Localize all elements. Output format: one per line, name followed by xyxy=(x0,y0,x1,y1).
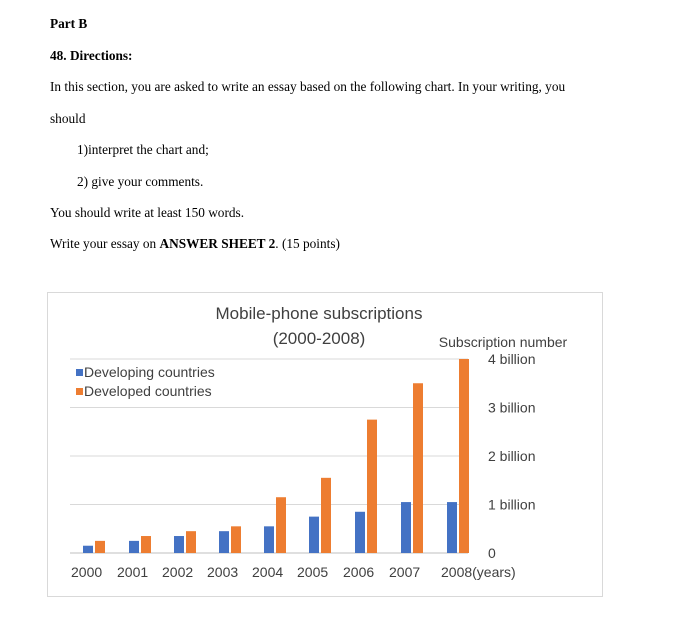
bar-developing xyxy=(174,536,184,553)
y-tick-label: 1 billion xyxy=(488,497,535,513)
bar-developed xyxy=(413,383,423,553)
bar-developing xyxy=(129,540,139,553)
bar-developed xyxy=(231,526,241,553)
bar-developing xyxy=(447,502,457,553)
bar-developed xyxy=(186,531,196,553)
x-tick-labels: 2000 2001 2002 2003 2004 2005 2006 2007 2008(yea… xyxy=(71,564,516,580)
subscriptions-chart: Mobile-phone subscriptions (2000-2008) S… xyxy=(47,292,603,597)
question-heading: 48. Directions: xyxy=(50,48,133,63)
y-tick-label: 2 billion xyxy=(488,448,535,464)
x-tick-label: 2004 xyxy=(252,564,283,580)
bar-developing xyxy=(355,511,365,553)
bar-developed xyxy=(459,359,469,553)
chart-subtitle: (2000-2008) xyxy=(273,329,366,348)
bar-developed xyxy=(276,497,286,553)
instruction-line-1: In this section, you are asked to write … xyxy=(50,79,566,94)
x-tick-label: 2005 xyxy=(297,564,328,580)
answer-sheet-name: ANSWER SHEET 2 xyxy=(159,236,276,251)
x-tick-label: 2008(years) xyxy=(441,564,516,580)
legend-label-developed: Developed countries xyxy=(84,383,212,399)
legend-swatch-developed xyxy=(76,388,83,395)
x-tick-label: 2003 xyxy=(207,564,238,580)
bar-developed xyxy=(321,477,331,553)
chart-canvas: Mobile-phone subscriptions (2000-2008) S… xyxy=(70,304,568,580)
instruction-line-2: should xyxy=(50,111,86,126)
bars xyxy=(83,359,469,553)
bar-developed xyxy=(367,419,377,553)
legend-swatch-developing xyxy=(76,369,83,376)
y-axis-label: Subscription number xyxy=(439,334,568,350)
answer-instruction: Write your essay on ANSWER SHEET 2. (15 … xyxy=(50,236,340,252)
legend: Developing countries Developed countries xyxy=(76,364,215,399)
x-tick-label: 2000 xyxy=(71,564,102,580)
y-tick-label: 4 billion xyxy=(488,351,535,367)
bar-developing xyxy=(83,545,93,553)
y-tick-label: 3 billion xyxy=(488,400,535,416)
bar-developing xyxy=(309,516,319,553)
bar-developing xyxy=(219,531,229,553)
instruction-item-1: 1)interpret the chart and; xyxy=(77,142,209,157)
answer-prefix: Write your essay on xyxy=(50,236,160,251)
bar-developed xyxy=(141,536,151,553)
bar-developing xyxy=(264,526,274,553)
chart-title: Mobile-phone subscriptions xyxy=(216,304,423,323)
x-tick-label: 2001 xyxy=(117,564,148,580)
x-tick-label: 2007 xyxy=(389,564,420,580)
bar-developed xyxy=(95,540,105,553)
x-tick-label: 2006 xyxy=(343,564,374,580)
word-count-requirement: You should write at least 150 words. xyxy=(50,205,245,220)
instruction-item-2: 2) give your comments. xyxy=(77,174,204,189)
legend-label-developing: Developing countries xyxy=(84,364,215,380)
part-heading: Part B xyxy=(50,16,88,31)
y-tick-labels: 0 1 billion 2 billion 3 billion 4 billion xyxy=(488,351,535,561)
answer-suffix: . (15 points) xyxy=(275,236,340,251)
y-tick-label: 0 xyxy=(488,545,496,561)
bar-developing xyxy=(401,502,411,553)
x-tick-label: 2002 xyxy=(162,564,193,580)
